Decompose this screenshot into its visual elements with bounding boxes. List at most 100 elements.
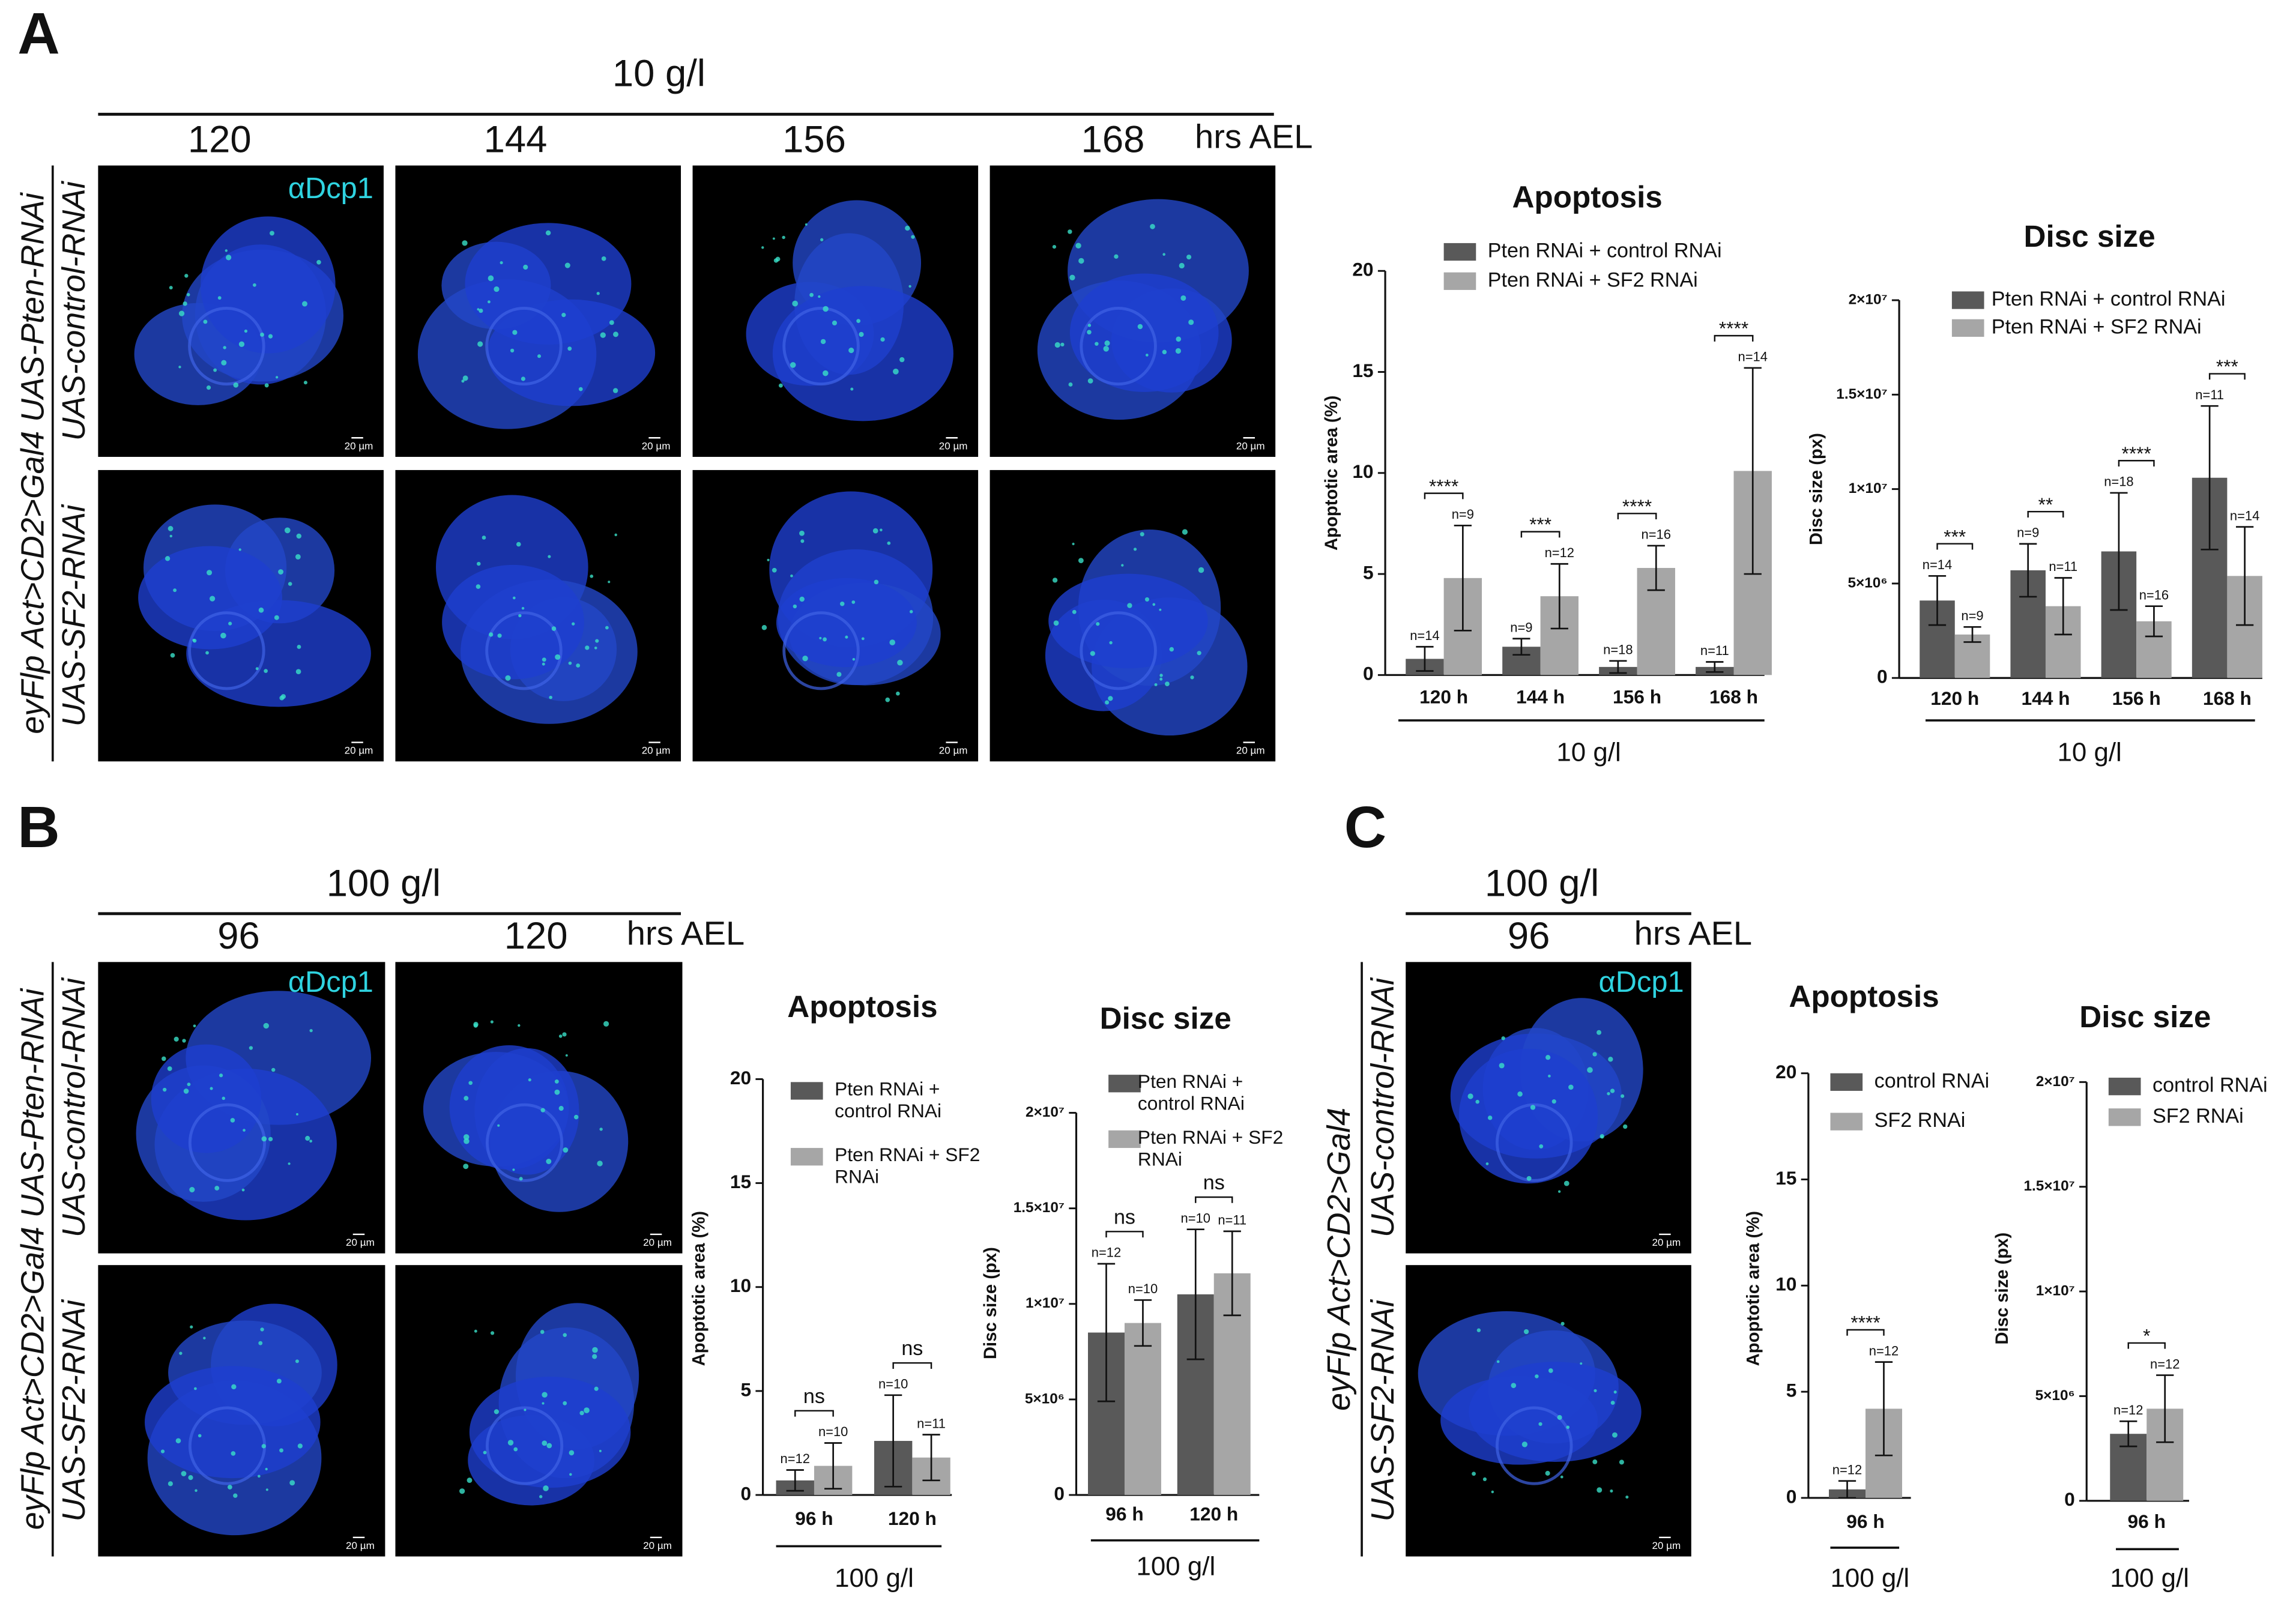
signal-dot (160, 1449, 165, 1453)
signal-dot (1114, 254, 1119, 259)
signal-dot (258, 1475, 261, 1478)
signal-dot (1548, 1075, 1551, 1078)
signal-dot (1175, 348, 1182, 354)
panel-letter: A (17, 1, 59, 66)
signal-dot (516, 542, 521, 547)
n-label: n=11 (917, 1416, 946, 1431)
signal-dot (203, 1336, 206, 1340)
x-tick-label: 168 h (1709, 686, 1758, 708)
legend-label: Pten RNAi + control RNAi (1992, 288, 2226, 310)
signal-dot (189, 1187, 195, 1193)
error-bar (1963, 626, 1981, 643)
row-label: UAS-control-RNAi (56, 977, 92, 1237)
y-axis-label: Apoptotic area (%) (1744, 1211, 1763, 1366)
signal-dot (227, 1485, 232, 1490)
signal-dot (1169, 647, 1174, 652)
tissue (442, 564, 584, 680)
signal-dot (309, 1028, 313, 1033)
signal-dot (183, 1088, 189, 1094)
signal-dot (546, 1443, 552, 1449)
signal-dot (163, 1087, 167, 1092)
y-tick-label: 2×10⁷ (2036, 1073, 2075, 1090)
legend-label: Pten RNAi + control RNAi (1488, 240, 1722, 262)
signal-dot (1060, 342, 1065, 346)
time-unit: hrs AEL (1195, 118, 1313, 155)
legend-swatch (1951, 319, 1984, 337)
signal-dot (1197, 651, 1201, 656)
chart-title: Disc size (1100, 1001, 1231, 1035)
signal-dot (276, 376, 279, 379)
tissue (1069, 273, 1219, 392)
signal-dot (1121, 564, 1124, 567)
signal-dot (230, 1118, 235, 1123)
signal-dot (802, 656, 808, 662)
tissue (201, 216, 336, 354)
significance-bracket (1424, 492, 1464, 500)
error-bar (1609, 660, 1627, 674)
signal-dot (1146, 354, 1149, 357)
signal-dot (295, 554, 301, 560)
signal-dot (563, 1333, 567, 1337)
significance-bracket (2027, 510, 2064, 518)
signal-dot (489, 632, 494, 637)
signal-dot (1159, 608, 1162, 611)
signal-dot (249, 1046, 253, 1050)
stain-label: αDcp1 (288, 966, 373, 998)
x-tick-label: 120 h (1930, 687, 1979, 709)
signal-dot (603, 1021, 609, 1027)
y-axis-label: Disc size (px) (981, 1247, 1000, 1359)
x-axis-label: 100 g/l (835, 1563, 914, 1593)
significance-bracket (1105, 1231, 1144, 1238)
signal-dot (244, 329, 248, 333)
scale-bar-label: 20 µm (1652, 1237, 1681, 1248)
legend-swatch (1830, 1112, 1863, 1130)
signal-dot (1078, 558, 1084, 564)
signal-dot (579, 1410, 584, 1416)
error-bar (1838, 1480, 1856, 1499)
n-label: n=16 (2139, 587, 2169, 602)
signal-dot (1072, 609, 1077, 614)
signal-dot (1472, 1472, 1476, 1476)
signal-dot (297, 1443, 303, 1449)
signal-dot (268, 1137, 273, 1141)
signal-dot (793, 604, 797, 609)
disc-ring (1080, 307, 1157, 386)
signal-dot (799, 596, 805, 602)
error-bar (2054, 577, 2072, 636)
signal-dot (179, 1351, 183, 1355)
signal-dot (1592, 1052, 1597, 1057)
signal-dot (836, 672, 842, 677)
signal-dot (510, 348, 515, 353)
chart-title: Disc size (2079, 1000, 2211, 1034)
signal-dot (1095, 342, 1099, 346)
signal-dot (612, 388, 618, 393)
disc-ring (1495, 1406, 1573, 1485)
signal-dot (184, 274, 189, 278)
signal-dot (799, 530, 805, 536)
y-tick-label: 0 (1786, 1485, 1797, 1507)
n-label: n=12 (1832, 1462, 1862, 1477)
signal-dot (507, 1440, 514, 1446)
y-tick-label: 1.5×10⁷ (2023, 1178, 2074, 1194)
y-tick-label: 1.5×10⁷ (1836, 386, 1887, 402)
signal-dot (1619, 1460, 1624, 1465)
signal-dot (1530, 1105, 1536, 1110)
signal-dot (555, 654, 561, 660)
signal-dot (905, 225, 910, 231)
y-tick-label: 1.5×10⁷ (1014, 1200, 1065, 1216)
panel-letter: C (1344, 794, 1386, 860)
signal-dot (578, 387, 583, 391)
signal-dot (243, 1129, 246, 1132)
signal-dot (1467, 1093, 1473, 1099)
error-bar (2110, 492, 2128, 611)
disc-ring (485, 1406, 564, 1485)
signal-dot (548, 555, 551, 558)
n-label: n=10 (818, 1424, 848, 1439)
signal-dot (476, 584, 481, 589)
y-tick-label: 10 (730, 1275, 751, 1296)
signal-dot (569, 1450, 575, 1456)
signal-dot (608, 581, 611, 584)
signal-dot (167, 1066, 172, 1071)
legend-entry: Pten RNAi + control RNAi (835, 1078, 941, 1121)
signal-dot (539, 1495, 543, 1499)
